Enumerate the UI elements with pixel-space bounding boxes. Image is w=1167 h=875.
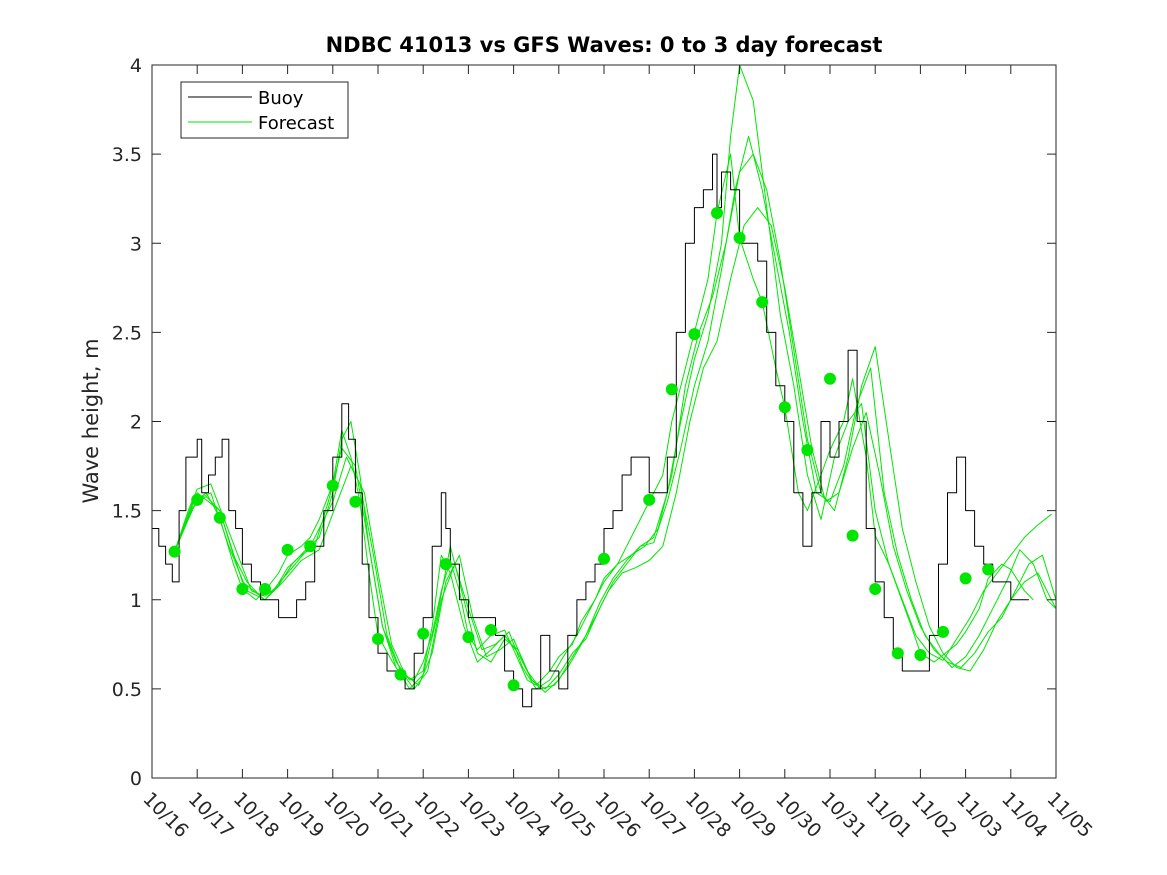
series-line-forecast bbox=[174, 135, 1057, 693]
forecast-point bbox=[982, 563, 995, 576]
forecast-point bbox=[485, 624, 497, 637]
forecast-point bbox=[236, 583, 249, 596]
forecast-point bbox=[168, 545, 181, 558]
forecast-point bbox=[891, 647, 904, 660]
y-tick-label: 3.5 bbox=[112, 144, 142, 166]
y-tick-label: 2.5 bbox=[112, 322, 142, 344]
forecast-point bbox=[778, 401, 791, 414]
forecast-point bbox=[643, 493, 656, 506]
y-tick-label: 4 bbox=[130, 55, 142, 77]
forecast-point bbox=[733, 231, 746, 244]
marker-layer bbox=[168, 206, 995, 692]
legend-label-buoy: Buoy bbox=[258, 88, 304, 109]
forecast-point bbox=[349, 495, 362, 508]
forecast-point bbox=[417, 627, 430, 640]
forecast-point bbox=[665, 383, 678, 396]
forecast-point bbox=[439, 558, 452, 571]
series-line-buoy bbox=[152, 153, 1029, 708]
forecast-point bbox=[914, 649, 927, 662]
forecast-point bbox=[507, 679, 520, 692]
forecast-point bbox=[326, 479, 339, 492]
chart-title: NDBC 41013 vs GFS Waves: 0 to 3 day fore… bbox=[326, 33, 883, 57]
forecast-point bbox=[869, 583, 882, 596]
forecast-point bbox=[191, 493, 204, 506]
forecast-point bbox=[756, 296, 769, 309]
legend-label-forecast: Forecast bbox=[258, 113, 334, 134]
y-tick-label: 0 bbox=[130, 768, 142, 790]
legend-box bbox=[180, 81, 349, 139]
forecast-point bbox=[846, 529, 859, 542]
forecast-point bbox=[711, 206, 723, 219]
forecast-point bbox=[688, 328, 701, 341]
y-axis-ticks: 0 0.5 1 1.5 2 2.5 3 3.5 4 bbox=[112, 55, 1056, 790]
forecast-point bbox=[824, 372, 836, 385]
y-tick-label: 3 bbox=[130, 233, 142, 255]
series-layer bbox=[152, 64, 1057, 708]
forecast-point bbox=[281, 543, 294, 556]
y-tick-label: 2 bbox=[130, 412, 142, 434]
forecast-point bbox=[372, 632, 384, 645]
series-line-forecast bbox=[174, 153, 1057, 690]
y-tick-label: 0.5 bbox=[112, 679, 142, 701]
forecast-point bbox=[937, 625, 949, 638]
forecast-point bbox=[959, 572, 972, 585]
y-tick-label: 1 bbox=[130, 590, 142, 612]
forecast-point bbox=[394, 668, 407, 681]
forecast-point bbox=[304, 540, 317, 553]
forecast-point bbox=[801, 444, 814, 457]
y-tick-label: 1.5 bbox=[112, 501, 142, 523]
forecast-point bbox=[259, 583, 271, 596]
legend: Buoy Forecast bbox=[180, 81, 349, 139]
forecast-point bbox=[213, 511, 226, 524]
forecast-point bbox=[462, 631, 475, 644]
y-axis-label: Wave height, m bbox=[79, 338, 103, 503]
forecast-point bbox=[598, 552, 610, 565]
